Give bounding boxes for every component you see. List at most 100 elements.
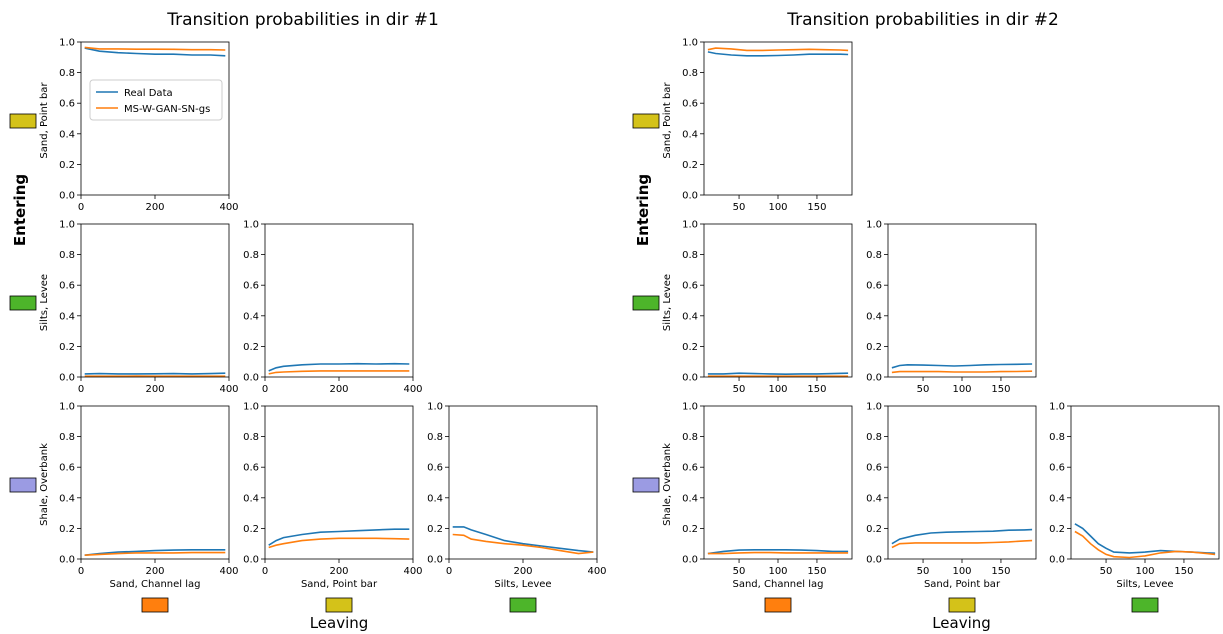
y-tick-label: 0.4	[682, 493, 698, 504]
y-tick-label: 0.6	[866, 281, 882, 292]
axes-frame	[448, 405, 598, 560]
y-tick-label: 0.0	[866, 373, 882, 384]
row-label: Shale, Overbank	[39, 443, 50, 526]
y-tick-label: 0.6	[682, 281, 698, 292]
real-data-line	[268, 362, 410, 372]
x-tick-label: 200	[513, 566, 532, 577]
column-label: Sand, Point bar	[301, 579, 378, 590]
y-tick-label: 0.8	[682, 250, 698, 261]
axes-frame	[703, 41, 853, 196]
real-data-line	[707, 372, 849, 376]
legend-gan-label: MS-W-GAN-SN-gs	[124, 104, 210, 115]
y-tick-label: 1.0	[682, 220, 698, 231]
y-tick-label: 0.0	[59, 191, 75, 202]
y-axis-label: Entering	[11, 174, 29, 246]
legend: Real Data MS-W-GAN-SN-gs	[89, 79, 223, 121]
y-tick-label: 0.0	[1049, 555, 1065, 566]
y-tick-label: 0.4	[866, 311, 882, 322]
x-tick-label: 50	[1100, 566, 1113, 577]
y-tick-label: 1.0	[427, 402, 443, 413]
axes-frame	[80, 41, 230, 196]
y-tick-label: 0.6	[1049, 463, 1065, 474]
y-tick-label: 0.6	[682, 99, 698, 110]
facies-swatch	[509, 597, 537, 613]
y-tick-label: 0.0	[866, 555, 882, 566]
legend-box	[89, 79, 223, 121]
gan-line	[452, 533, 594, 555]
y-tick-label: 0.8	[682, 432, 698, 443]
y-tick-label: 0.0	[59, 555, 75, 566]
gan-line	[84, 46, 226, 51]
y-tick-label: 1.0	[1049, 402, 1065, 413]
y-tick-label: 0.0	[243, 555, 259, 566]
axes-frame	[703, 405, 853, 560]
gan-line	[84, 551, 226, 556]
x-tick-label: 200	[329, 384, 348, 395]
real-data-line	[891, 528, 1033, 545]
y-tick-label: 0.8	[866, 432, 882, 443]
real-data-line	[84, 372, 226, 375]
x-tick-label: 200	[145, 566, 164, 577]
y-tick-label: 0.6	[682, 463, 698, 474]
x-tick-label: 0	[78, 566, 84, 577]
y-tick-label: 0.4	[243, 311, 259, 322]
axes-frame	[703, 223, 853, 378]
y-axis-label: Entering	[634, 174, 652, 246]
y-tick-label: 0.6	[243, 281, 259, 292]
subplot: 0.0 0.2 0.4 0.6 0.8 1.0 50 100 150	[866, 220, 1037, 395]
y-tick-label: 0.2	[59, 160, 75, 171]
y-tick-label: 1.0	[243, 220, 259, 231]
real-data-line	[452, 526, 594, 553]
chart-panel-1: Transition probabilities in dir #1 Enteri…	[9, 10, 607, 632]
chart-title: Transition probabilities in dir #2	[786, 10, 1059, 30]
gan-line	[707, 47, 849, 52]
y-tick-label: 0.8	[59, 432, 75, 443]
x-tick-label: 100	[1135, 566, 1154, 577]
y-tick-label: 1.0	[866, 402, 882, 413]
subplot: 0.0 0.2 0.4 0.6 0.8 1.0 50 100 150	[682, 38, 853, 213]
row-label: Sand, Point bar	[39, 82, 50, 159]
y-tick-label: 1.0	[59, 402, 75, 413]
subplot: 0.0 0.2 0.4 0.6 0.8 1.0 50 100 150 Sand, Channel …	[682, 402, 853, 590]
y-tick-label: 0.4	[59, 493, 75, 504]
y-tick-label: 0.2	[243, 524, 259, 535]
x-tick-label: 50	[733, 384, 746, 395]
x-tick-label: 400	[219, 202, 238, 213]
x-tick-label: 100	[768, 566, 787, 577]
facies-swatch	[141, 597, 169, 613]
x-tick-label: 150	[807, 202, 826, 213]
y-tick-label: 1.0	[59, 38, 75, 49]
column-label: Sand, Point bar	[924, 579, 1001, 590]
x-tick-label: 200	[145, 384, 164, 395]
x-tick-label: 50	[733, 202, 746, 213]
subplot: 0.0 0.2 0.4 0.6 0.8 1.0 0 200 400 Real Data MS-W-G…	[59, 38, 238, 214]
y-tick-label: 0.4	[1049, 493, 1065, 504]
facies-swatch	[632, 295, 660, 311]
chart-title: Transition probabilities in dir #1	[166, 10, 439, 30]
gan-line	[707, 551, 849, 555]
y-tick-label: 0.8	[1049, 432, 1065, 443]
row-label: Silts, Levee	[662, 274, 673, 331]
subplot: 0.0 0.2 0.4 0.6 0.8 1.0 0 200 400 Sand, Channel l…	[59, 402, 238, 591]
y-tick-label: 0.4	[243, 493, 259, 504]
y-tick-label: 0.8	[243, 432, 259, 443]
facies-swatch	[948, 597, 976, 613]
x-tick-label: 0	[262, 566, 268, 577]
y-tick-label: 0.6	[59, 463, 75, 474]
axes-frame	[264, 223, 414, 378]
real-data-line	[84, 47, 226, 57]
y-tick-label: 0.0	[682, 191, 698, 202]
y-tick-label: 1.0	[682, 38, 698, 49]
row-label: Shale, Overbank	[662, 443, 673, 526]
subplot: 0.0 0.2 0.4 0.6 0.8 1.0 0 200 400 Sand, Point bar	[243, 402, 422, 591]
y-tick-label: 0.8	[427, 432, 443, 443]
y-tick-label: 0.6	[866, 463, 882, 474]
y-tick-label: 1.0	[682, 402, 698, 413]
row-label: Silts, Levee	[39, 274, 50, 331]
y-tick-label: 1.0	[59, 220, 75, 231]
y-tick-label: 0.8	[59, 250, 75, 261]
gan-line	[268, 537, 410, 549]
x-tick-label: 400	[587, 566, 606, 577]
y-tick-label: 0.6	[243, 463, 259, 474]
